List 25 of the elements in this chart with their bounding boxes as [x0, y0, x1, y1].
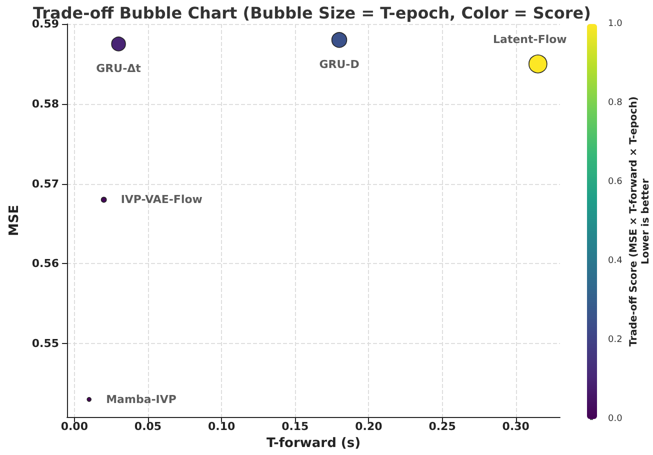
color-bar-label: 0.0 [608, 414, 623, 424]
annotation: GRU-Δt [96, 62, 141, 75]
x-tick-label: 0.20 [355, 420, 383, 433]
x-tick-label: 0.10 [208, 420, 236, 433]
annotation: IVP-VAE-Flow [120, 193, 202, 206]
y-axis-title: MSE [7, 204, 22, 236]
x-axis-title: T-forward (s) [266, 436, 361, 451]
x-tick-label: 0.30 [502, 420, 530, 433]
annotation: Latent-Flow [493, 32, 567, 46]
color-bar-label: 0.8 [608, 98, 623, 108]
color-bar-label: 1.0 [608, 19, 623, 29]
y-tick-label: 0.55 [32, 337, 60, 350]
x-tick-label: 0.15 [282, 420, 309, 433]
x-tick-label: 0.00 [60, 420, 88, 433]
y-tick-label: 0.58 [32, 97, 60, 110]
color-bar-title: Trade-off Score (MSE × T-forward × T-epoch) Lower is better [628, 96, 652, 347]
color-bar-label: 0.6 [608, 177, 623, 187]
annotation: GRU-D [319, 58, 360, 71]
y-tick-label: 0.56 [32, 257, 60, 270]
annotation: Mamba-IVP [106, 392, 176, 406]
y-tick-label: 0.57 [32, 177, 60, 190]
color-bar-label: 0.4 [608, 256, 623, 266]
x-tick-label: 0.05 [134, 420, 162, 433]
color-bar-label: 0.2 [608, 335, 622, 345]
x-tick-label: 0.25 [428, 420, 456, 433]
